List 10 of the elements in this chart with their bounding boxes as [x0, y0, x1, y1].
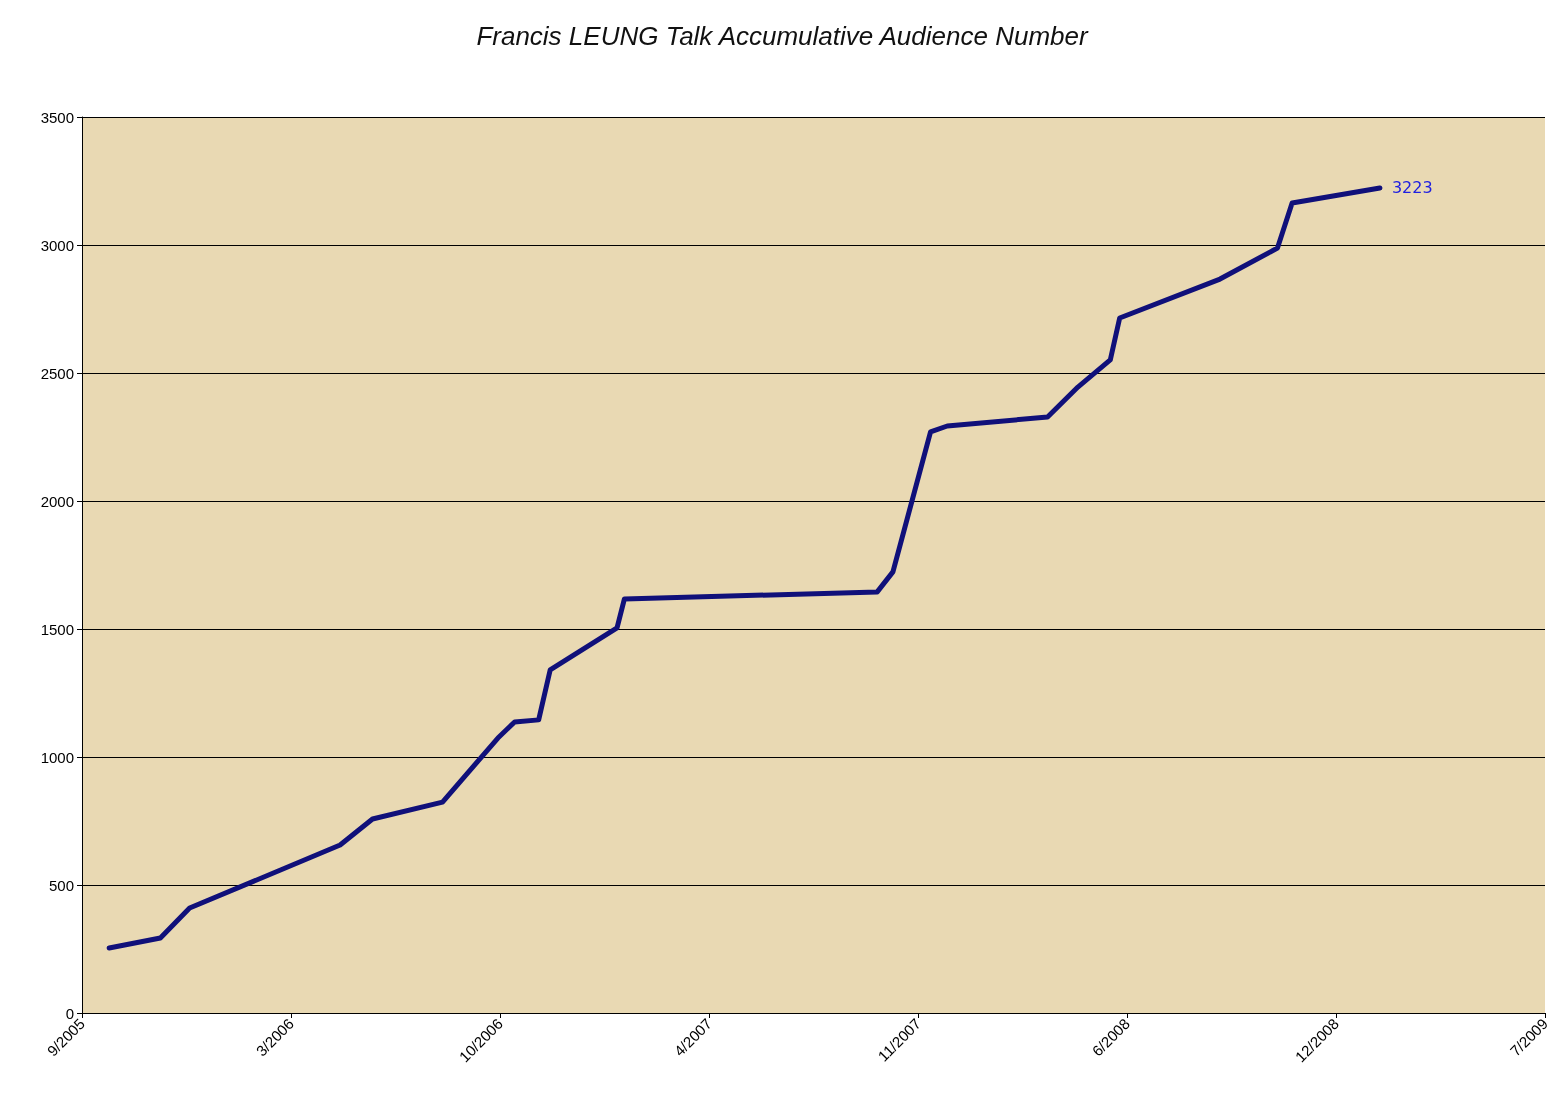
y-tick-label: 1500: [40, 620, 74, 638]
chart-title: Francis LEUNG Talk Accumulative Audience Number: [476, 21, 1089, 51]
y-tick-label: 0: [65, 1004, 74, 1022]
y-tick-label: 2000: [40, 492, 74, 510]
y-tick-label: 3000: [40, 236, 74, 254]
y-tick-label: 3500: [40, 108, 74, 126]
y-tick-label: 1000: [40, 748, 74, 766]
y-tick-label: 500: [48, 876, 74, 894]
data-label: 3223: [1391, 178, 1433, 198]
y-tick-label: 2500: [40, 364, 74, 382]
